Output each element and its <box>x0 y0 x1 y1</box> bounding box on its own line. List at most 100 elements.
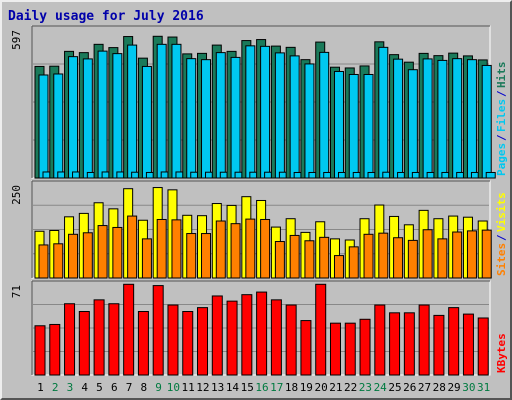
bar-files <box>481 64 492 179</box>
bar-kbytes <box>285 304 297 376</box>
bar-files <box>68 56 79 179</box>
bar-files <box>363 73 374 179</box>
bar-sites <box>407 239 418 279</box>
panel-2: 71 KBytes <box>10 280 508 376</box>
bar-kbytes <box>418 304 430 376</box>
bar-sites <box>127 215 138 279</box>
bar-kbytes <box>226 300 238 376</box>
legend-hits: Hits <box>495 62 508 89</box>
xtick-label: 17 <box>270 381 283 394</box>
bar-sites <box>97 225 108 279</box>
bar-kbytes <box>270 299 282 376</box>
xtick-label: 10 <box>167 381 180 394</box>
bar-files <box>452 58 463 179</box>
bar-sites <box>112 226 123 279</box>
bar-kbytes <box>78 311 90 376</box>
bar-kbytes <box>329 322 341 376</box>
bar-files <box>466 59 477 179</box>
bar-sites <box>201 233 212 279</box>
xtick-label: 5 <box>96 381 103 394</box>
xtick-label: 11 <box>182 381 195 394</box>
bar-sites <box>156 218 167 279</box>
bar-files <box>215 52 226 179</box>
xtick-label: 16 <box>255 381 268 394</box>
legend-files: Files <box>495 99 508 132</box>
bar-files <box>38 74 49 179</box>
xtick-label: 3 <box>67 381 74 394</box>
ytick-label: 597 <box>10 30 23 50</box>
xtick-label: 9 <box>155 381 162 394</box>
bar-sites <box>378 232 389 279</box>
xtick-label: 23 <box>359 381 372 394</box>
bar-sites <box>333 255 344 279</box>
bar-sites <box>215 220 226 279</box>
bar-kbytes <box>211 295 223 376</box>
xtick-label: 7 <box>126 381 133 394</box>
bar-files <box>156 43 167 179</box>
xtick-label: 14 <box>226 381 240 394</box>
bar-files <box>260 45 271 179</box>
bar-sites <box>393 237 404 279</box>
xtick-label: 4 <box>81 381 88 394</box>
bar-kbytes <box>34 325 46 376</box>
bar-files <box>437 59 448 179</box>
bar-kbytes <box>403 312 415 376</box>
bar-sites <box>68 233 79 279</box>
chart-title: Daily usage for July 2016 <box>8 9 204 24</box>
bar-files <box>97 50 108 179</box>
bar-sites <box>319 236 330 279</box>
bar-kbytes <box>315 283 327 376</box>
bar-sites <box>260 218 271 279</box>
bar-files <box>348 73 359 179</box>
legend-visits: Visits <box>495 192 508 232</box>
bar-sites <box>38 244 49 279</box>
xtick-label: 21 <box>329 381 342 394</box>
bar-files <box>171 43 182 179</box>
legend: Pages/Files/Hits <box>495 62 508 177</box>
bar-kbytes <box>389 312 401 376</box>
xtick-label: 19 <box>300 381 313 394</box>
bar-kbytes <box>152 285 164 376</box>
bar-sites <box>82 232 93 279</box>
xtick-label: 28 <box>433 381 446 394</box>
bar-kbytes <box>182 311 194 376</box>
bar-sites <box>245 218 256 279</box>
bar-sites <box>230 223 241 279</box>
bar-kbytes <box>448 307 460 376</box>
bar-files <box>422 58 433 179</box>
bar-sites <box>437 238 448 279</box>
xtick-label: 29 <box>447 381 460 394</box>
legend-pages: Pages <box>495 143 508 176</box>
panel-1: 250 Sites / Visits <box>10 180 508 279</box>
bar-files <box>53 73 64 179</box>
bar-kbytes <box>462 313 474 376</box>
bar-sites <box>289 234 300 279</box>
bar-files <box>319 51 330 179</box>
bar-files <box>141 65 152 179</box>
bar-files <box>407 69 418 179</box>
bar-kbytes <box>256 291 268 376</box>
bar-sites <box>304 240 315 279</box>
bar-files <box>112 53 123 179</box>
bar-files <box>274 52 285 179</box>
bar-sites <box>171 219 182 279</box>
xtick-label: 31 <box>477 381 490 394</box>
bar-kbytes <box>433 314 445 376</box>
xtick-label: 6 <box>111 381 118 394</box>
bar-files <box>201 59 212 179</box>
xtick-label: 25 <box>388 381 401 394</box>
bar-files <box>186 58 197 179</box>
xtick-label: 15 <box>241 381 254 394</box>
legend: KBytes <box>495 333 508 373</box>
bar-files <box>289 55 300 179</box>
legend-sites: Sites <box>495 243 508 276</box>
legend-kbytes: KBytes <box>495 333 508 373</box>
legend: Sites / Visits <box>495 192 508 276</box>
bar-kbytes <box>108 303 120 376</box>
legend-separator: / <box>495 234 508 241</box>
ytick-label: 250 <box>10 185 23 205</box>
bar-kbytes <box>359 318 371 376</box>
xtick-label: 13 <box>211 381 224 394</box>
